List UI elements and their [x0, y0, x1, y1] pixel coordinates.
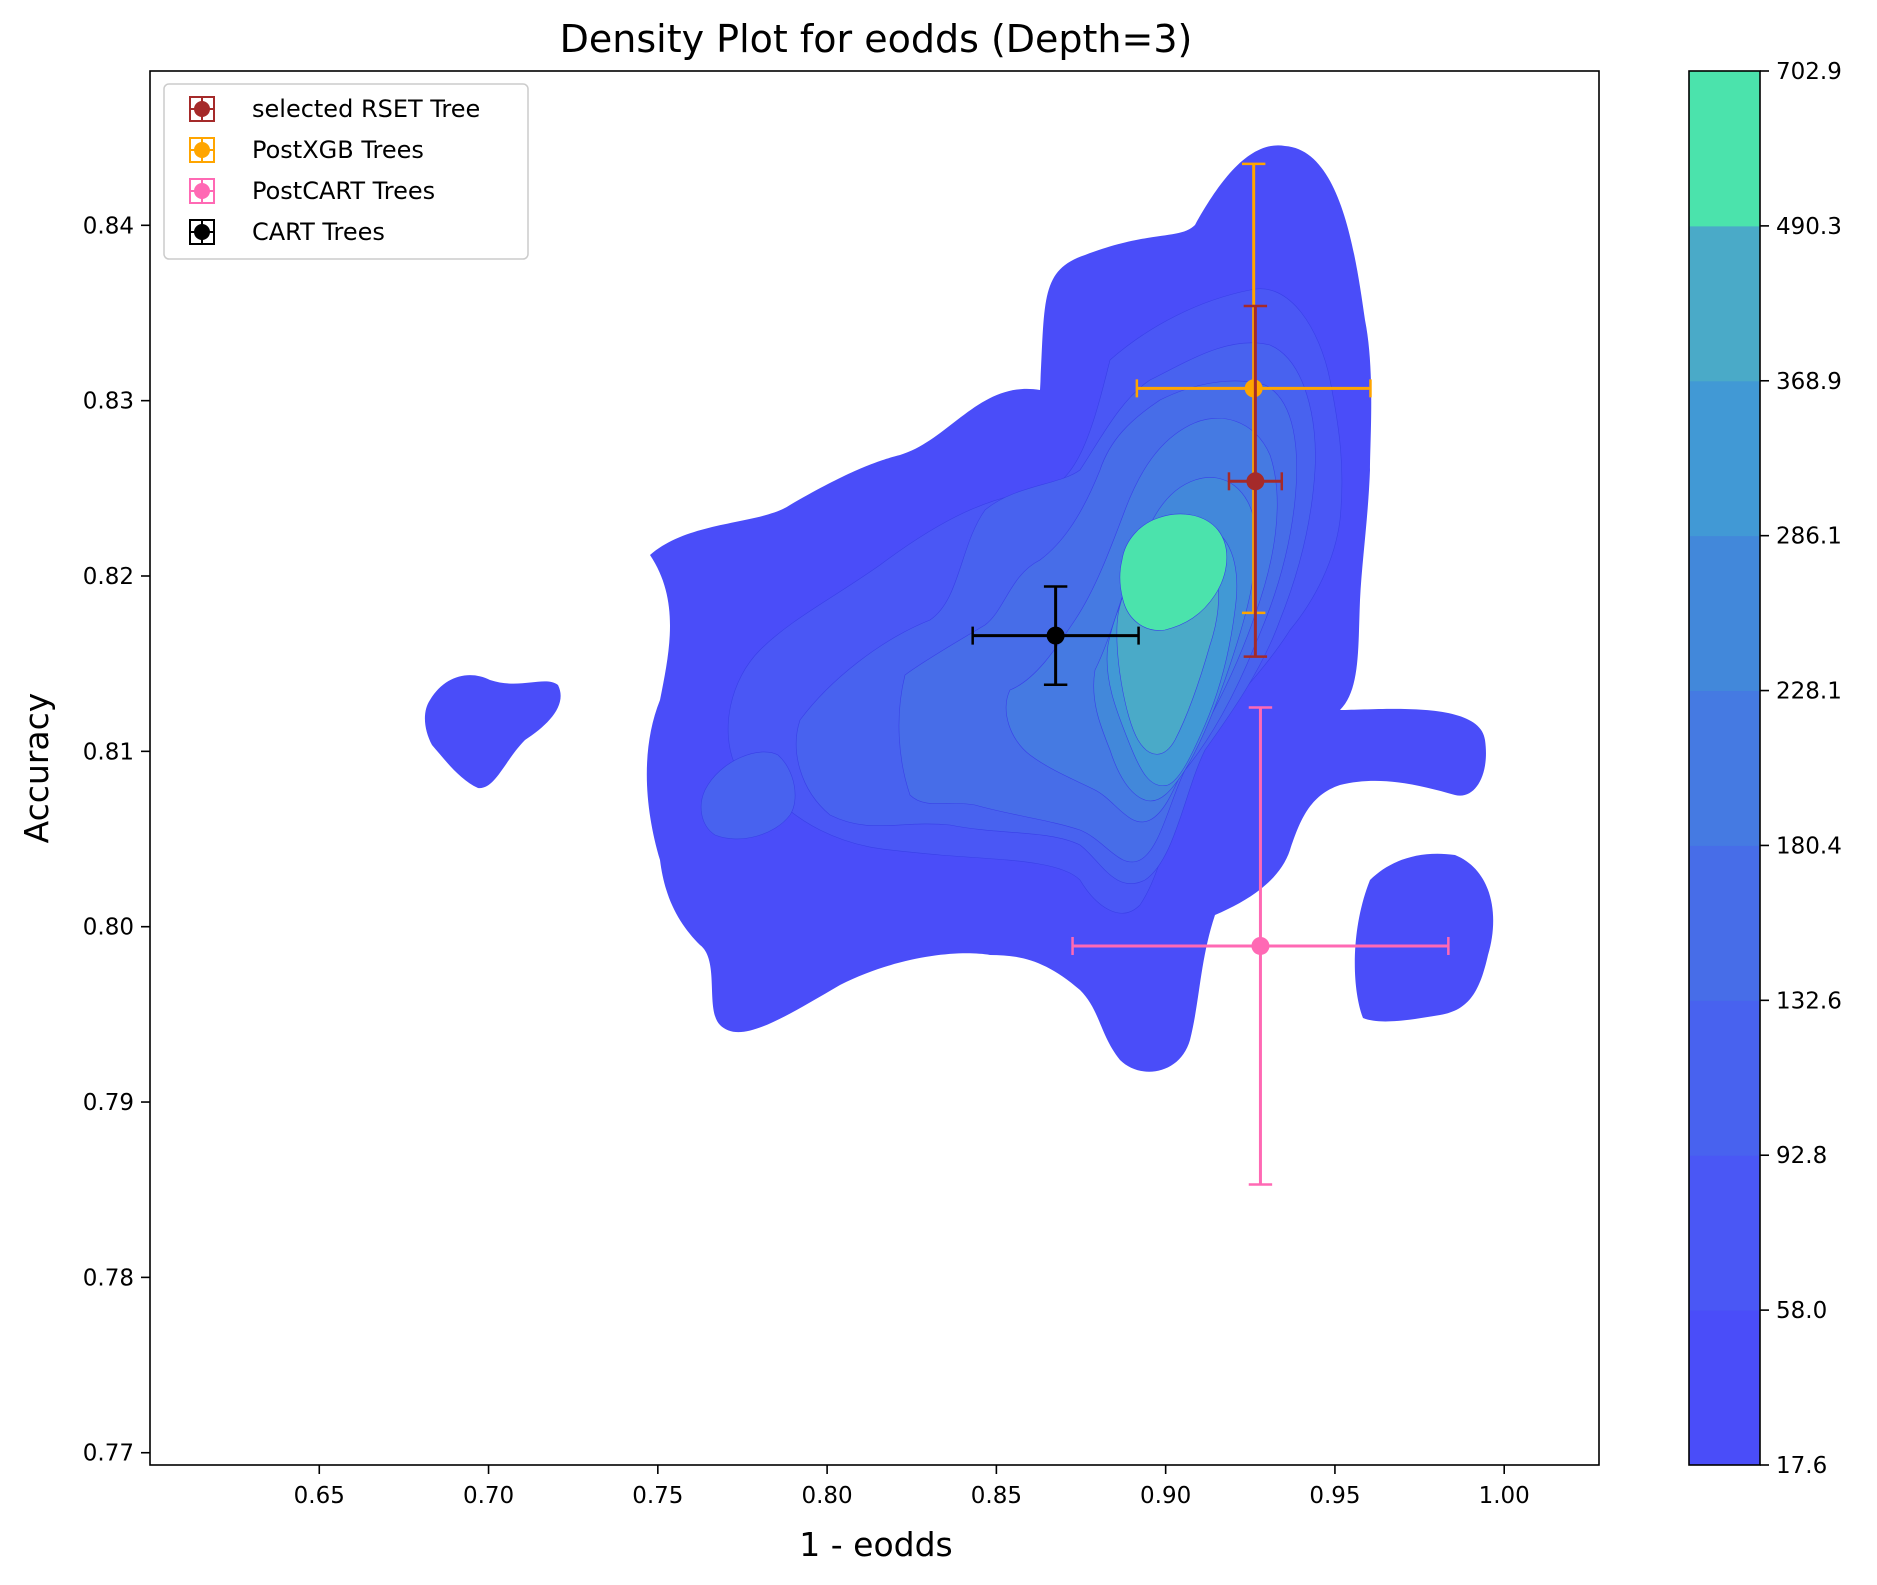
y-axis-ticks: 0.77 0.78 0.79 0.80 0.81 0.82 0.83 0.84	[83, 213, 150, 1467]
marker-postcart-trees	[1071, 706, 1450, 1186]
colorbar-segment	[1689, 1155, 1760, 1311]
legend-label: CART Trees	[252, 218, 385, 246]
y-tick-label: 0.77	[83, 1441, 134, 1467]
legend-entry: PostCART Trees	[189, 177, 435, 205]
x-axis-label: 1 - eodds	[799, 1525, 952, 1564]
colorbar-segment	[1689, 1000, 1760, 1156]
legend-entry: PostXGB Trees	[189, 136, 424, 164]
x-tick-label: 0.75	[632, 1483, 683, 1509]
y-tick-label: 0.81	[83, 739, 134, 765]
legend-swatch-marker	[194, 183, 210, 199]
density-level-0	[424, 675, 561, 789]
legend-swatch-marker	[194, 142, 210, 158]
colorbar-tick-label: 286.1	[1776, 524, 1842, 550]
density-level-0	[1354, 853, 1494, 1022]
colorbar: 17.6 58.0 92.8 132.6 180.4 228.1 286.1 368.9 490…	[1688, 59, 1842, 1479]
colorbar-tick-label: 228.1	[1776, 679, 1842, 705]
data-point	[1046, 626, 1065, 645]
x-tick-label: 0.65	[294, 1483, 345, 1509]
density-level-8	[1119, 513, 1228, 631]
x-tick-label: 1.00	[1479, 1483, 1530, 1509]
colorbar-segment	[1689, 225, 1760, 382]
colorbar-tick-label: 490.3	[1776, 214, 1842, 240]
legend-entry: CART Trees	[189, 218, 385, 246]
y-axis-label: Accuracy	[17, 693, 56, 844]
y-tick-label: 0.78	[83, 1265, 134, 1291]
error-bar-markers	[971, 162, 1450, 1186]
colorbar-segment	[1689, 690, 1760, 846]
x-axis-ticks: 0.65 0.70 0.75 0.80 0.85 0.90 0.95 1.00	[294, 1465, 1530, 1509]
plot-frame	[149, 70, 1600, 1466]
x-tick-label: 0.95	[1309, 1483, 1360, 1509]
y-tick-label: 0.79	[83, 1090, 134, 1116]
legend-swatch-marker	[194, 224, 210, 240]
x-tick-label: 0.80	[801, 1483, 852, 1509]
colorbar-tick-label: 17.6	[1776, 1453, 1827, 1479]
colorbar-tick-label: 368.9	[1776, 369, 1842, 395]
colorbar-tick-label: 132.6	[1776, 988, 1842, 1014]
colorbar-segment	[1689, 535, 1760, 692]
colorbar-tick-label: 702.9	[1776, 59, 1842, 85]
colorbar-segment	[1689, 845, 1760, 1001]
colorbar-segment	[1689, 71, 1760, 227]
data-point	[1251, 936, 1270, 955]
legend-label: selected RSET Tree	[252, 95, 480, 123]
legend-label: PostXGB Trees	[252, 136, 424, 164]
y-tick-label: 0.80	[83, 915, 134, 941]
colorbar-segment	[1689, 1310, 1760, 1466]
colorbar-segment	[1689, 380, 1760, 537]
density-contours	[424, 145, 1494, 1072]
y-tick-label: 0.84	[83, 213, 134, 239]
x-tick-label: 0.70	[463, 1483, 514, 1509]
marker-postxgb-trees	[1135, 162, 1372, 615]
x-tick-label: 0.85	[971, 1483, 1022, 1509]
y-tick-label: 0.83	[83, 389, 134, 415]
marker-selected-rset-tree	[1227, 304, 1284, 658]
legend-box	[163, 83, 529, 260]
marker-cart-trees	[971, 585, 1140, 686]
density-level-2	[700, 751, 796, 840]
colorbar-tick-label: 92.8	[1776, 1143, 1827, 1169]
legend-entry: selected RSET Tree	[189, 95, 480, 123]
legend-label: PostCART Trees	[252, 177, 435, 205]
legend: selected RSET Tree PostXGB Trees PostCART …	[163, 83, 529, 260]
colorbar-tick-label: 58.0	[1776, 1298, 1827, 1324]
x-tick-label: 0.90	[1140, 1483, 1191, 1509]
y-tick-label: 0.82	[83, 564, 134, 590]
colorbar-frame	[1688, 70, 1761, 1466]
data-point	[1244, 379, 1263, 398]
colorbar-tick-label: 180.4	[1776, 833, 1842, 859]
data-point	[1246, 472, 1265, 491]
chart-title: Density Plot for eodds (Depth=3)	[560, 17, 1193, 61]
legend-swatch-marker	[194, 101, 210, 117]
